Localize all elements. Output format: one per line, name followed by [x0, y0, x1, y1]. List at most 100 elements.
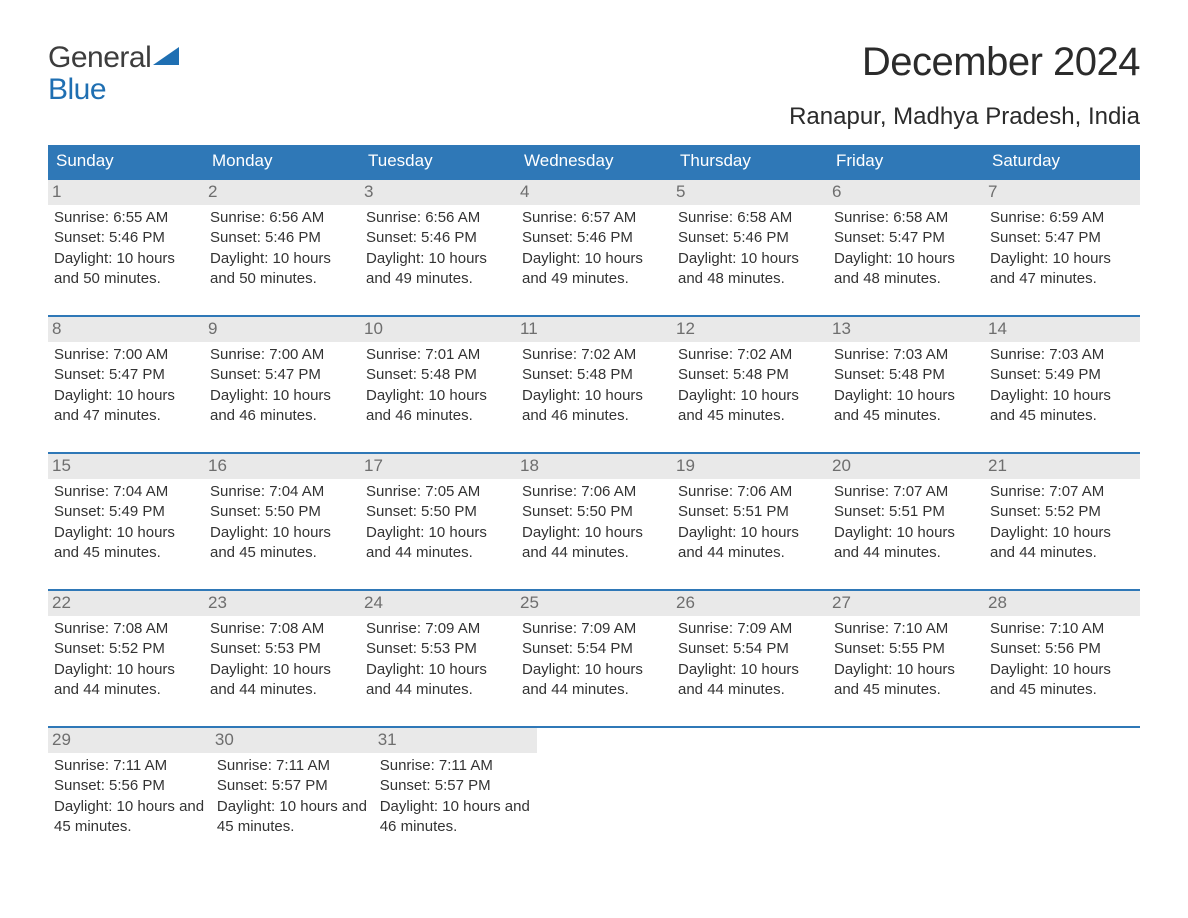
sunrise-line: Sunrise: 7:08 AM — [210, 619, 354, 639]
sunset-line: Sunset: 5:47 PM — [210, 365, 354, 385]
daylight-line: Daylight: 10 hours and 44 minutes. — [678, 660, 822, 701]
daylight-line: Daylight: 10 hours and 45 minutes. — [54, 523, 198, 564]
sunrise-line: Sunrise: 7:01 AM — [366, 345, 510, 365]
daylight-line: Daylight: 10 hours and 44 minutes. — [54, 660, 198, 701]
day-number: 20 — [828, 454, 984, 479]
day-body: Sunrise: 6:56 AMSunset: 5:46 PMDaylight:… — [366, 208, 510, 289]
daylight-line: Daylight: 10 hours and 50 minutes. — [210, 249, 354, 290]
day-cell: 27Sunrise: 7:10 AMSunset: 5:55 PMDayligh… — [828, 591, 984, 704]
day-body: Sunrise: 6:59 AMSunset: 5:47 PMDaylight:… — [990, 208, 1134, 289]
day-number: 7 — [984, 180, 1140, 205]
logo-triangle-icon — [153, 40, 179, 72]
sunset-line: Sunset: 5:49 PM — [54, 502, 198, 522]
day-cell: 6Sunrise: 6:58 AMSunset: 5:47 PMDaylight… — [828, 180, 984, 293]
sunset-line: Sunset: 5:46 PM — [366, 228, 510, 248]
daylight-line: Daylight: 10 hours and 45 minutes. — [990, 386, 1134, 427]
daylight-line: Daylight: 10 hours and 49 minutes. — [366, 249, 510, 290]
empty-day-cell — [989, 728, 1140, 841]
header: General Blue December 2024 Ranapur, Madh… — [48, 40, 1140, 131]
day-body: Sunrise: 7:07 AMSunset: 5:51 PMDaylight:… — [834, 482, 978, 563]
sunrise-line: Sunrise: 7:06 AM — [678, 482, 822, 502]
day-body: Sunrise: 7:11 AMSunset: 5:57 PMDaylight:… — [217, 756, 368, 837]
day-cell: 25Sunrise: 7:09 AMSunset: 5:54 PMDayligh… — [516, 591, 672, 704]
day-number: 13 — [828, 317, 984, 342]
day-body: Sunrise: 7:04 AMSunset: 5:49 PMDaylight:… — [54, 482, 198, 563]
day-cell: 4Sunrise: 6:57 AMSunset: 5:46 PMDaylight… — [516, 180, 672, 293]
sunset-line: Sunset: 5:56 PM — [990, 639, 1134, 659]
sunrise-line: Sunrise: 7:09 AM — [678, 619, 822, 639]
sunset-line: Sunset: 5:54 PM — [522, 639, 666, 659]
day-cell: 10Sunrise: 7:01 AMSunset: 5:48 PMDayligh… — [360, 317, 516, 430]
daylight-line: Daylight: 10 hours and 44 minutes. — [210, 660, 354, 701]
logo-text-line2: Blue — [48, 73, 106, 106]
day-cell: 2 Sunrise: 6:56 AMSunset: 5:46 PMDaylight… — [204, 180, 360, 293]
daylight-line: Daylight: 10 hours and 44 minutes. — [678, 523, 822, 564]
sunrise-line: Sunrise: 6:55 AM — [54, 208, 198, 228]
day-body: Sunrise: 7:00 AMSunset: 5:47 PMDaylight:… — [54, 345, 198, 426]
day-number: 16 — [204, 454, 360, 479]
sunset-line: Sunset: 5:52 PM — [54, 639, 198, 659]
day-number: 9 — [204, 317, 360, 342]
day-body: Sunrise: 7:08 AMSunset: 5:52 PMDaylight:… — [54, 619, 198, 700]
day-cell: 21Sunrise: 7:07 AMSunset: 5:52 PMDayligh… — [984, 454, 1140, 567]
day-number: 31 — [374, 728, 537, 753]
daylight-line: Daylight: 10 hours and 45 minutes. — [210, 523, 354, 564]
sunrise-line: Sunrise: 6:58 AM — [834, 208, 978, 228]
sunset-line: Sunset: 5:51 PM — [678, 502, 822, 522]
sunrise-line: Sunrise: 6:59 AM — [990, 208, 1134, 228]
weekday-header-cell: Friday — [828, 145, 984, 178]
sunrise-line: Sunrise: 7:11 AM — [217, 756, 368, 776]
calendar-week-row: 1Sunrise: 6:55 AMSunset: 5:46 PMDaylight… — [48, 178, 1140, 293]
day-cell: 23Sunrise: 7:08 AMSunset: 5:53 PMDayligh… — [204, 591, 360, 704]
day-number: 18 — [516, 454, 672, 479]
sunrise-line: Sunrise: 7:10 AM — [834, 619, 978, 639]
weekday-header-row: SundayMondayTuesdayWednesdayThursdayFrid… — [48, 145, 1140, 178]
sunset-line: Sunset: 5:52 PM — [990, 502, 1134, 522]
sunrise-line: Sunrise: 7:00 AM — [54, 345, 198, 365]
weekday-header-cell: Thursday — [672, 145, 828, 178]
sunrise-line: Sunrise: 7:09 AM — [522, 619, 666, 639]
sunset-line: Sunset: 5:57 PM — [380, 776, 531, 796]
day-cell: 29Sunrise: 7:11 AMSunset: 5:56 PMDayligh… — [48, 728, 211, 841]
day-body: Sunrise: 6:56 AMSunset: 5:46 PMDaylight:… — [210, 208, 354, 289]
sunset-line: Sunset: 5:46 PM — [210, 228, 354, 248]
weekday-header-cell: Tuesday — [360, 145, 516, 178]
sunrise-line: Sunrise: 7:07 AM — [834, 482, 978, 502]
calendar-week-row: 8Sunrise: 7:00 AMSunset: 5:47 PMDaylight… — [48, 315, 1140, 430]
day-cell: 9 Sunrise: 7:00 AMSunset: 5:47 PMDaylight… — [204, 317, 360, 430]
day-cell: 1Sunrise: 6:55 AMSunset: 5:46 PMDaylight… — [48, 180, 204, 293]
weekday-header-cell: Monday — [204, 145, 360, 178]
daylight-line: Daylight: 10 hours and 45 minutes. — [834, 660, 978, 701]
day-cell: 15Sunrise: 7:04 AMSunset: 5:49 PMDayligh… — [48, 454, 204, 567]
calendar-week-row: 29Sunrise: 7:11 AMSunset: 5:56 PMDayligh… — [48, 726, 1140, 841]
day-cell: 5Sunrise: 6:58 AMSunset: 5:46 PMDaylight… — [672, 180, 828, 293]
day-body: Sunrise: 7:02 AMSunset: 5:48 PMDaylight:… — [678, 345, 822, 426]
sunrise-line: Sunrise: 7:02 AM — [522, 345, 666, 365]
day-body: Sunrise: 7:00 AMSunset: 5:47 PMDaylight:… — [210, 345, 354, 426]
day-number: 2 — [204, 180, 360, 205]
sunrise-line: Sunrise: 7:11 AM — [54, 756, 205, 776]
sunrise-line: Sunrise: 6:58 AM — [678, 208, 822, 228]
sunset-line: Sunset: 5:46 PM — [54, 228, 198, 248]
daylight-line: Daylight: 10 hours and 44 minutes. — [366, 523, 510, 564]
sunrise-line: Sunrise: 6:57 AM — [522, 208, 666, 228]
day-number: 14 — [984, 317, 1140, 342]
weekday-header-cell: Saturday — [984, 145, 1140, 178]
day-number: 17 — [360, 454, 516, 479]
month-title: December 2024 — [789, 40, 1140, 85]
sunset-line: Sunset: 5:51 PM — [834, 502, 978, 522]
day-cell: 24Sunrise: 7:09 AMSunset: 5:53 PMDayligh… — [360, 591, 516, 704]
day-number: 1 — [48, 180, 204, 205]
day-body: Sunrise: 7:09 AMSunset: 5:53 PMDaylight:… — [366, 619, 510, 700]
sunrise-line: Sunrise: 7:11 AM — [380, 756, 531, 776]
daylight-line: Daylight: 10 hours and 44 minutes. — [834, 523, 978, 564]
day-cell: 12Sunrise: 7:02 AMSunset: 5:48 PMDayligh… — [672, 317, 828, 430]
day-number: 30 — [211, 728, 374, 753]
day-number: 28 — [984, 591, 1140, 616]
day-body: Sunrise: 7:03 AMSunset: 5:49 PMDaylight:… — [990, 345, 1134, 426]
daylight-line: Daylight: 10 hours and 45 minutes. — [678, 386, 822, 427]
day-number: 6 — [828, 180, 984, 205]
sunset-line: Sunset: 5:53 PM — [210, 639, 354, 659]
sunset-line: Sunset: 5:47 PM — [54, 365, 198, 385]
daylight-line: Daylight: 10 hours and 45 minutes. — [54, 797, 205, 838]
